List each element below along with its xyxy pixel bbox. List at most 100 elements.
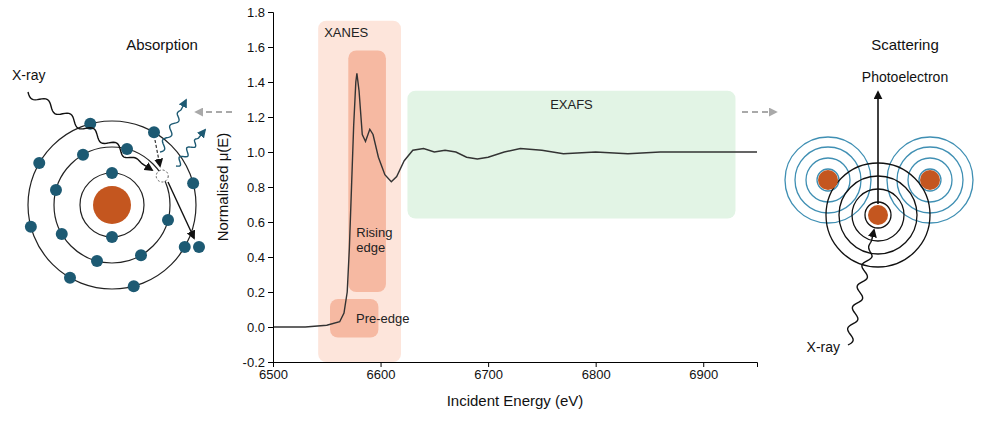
- atom: [818, 170, 838, 190]
- x-axis-title: Incident Energy (eV): [447, 392, 584, 409]
- electron: [33, 157, 45, 169]
- y-tick-label: 0.4: [247, 250, 265, 265]
- spectrum-line: [273, 73, 757, 327]
- y-tick: 0.8: [247, 180, 273, 195]
- photoelectron-label: Photoelectron: [862, 69, 948, 85]
- y-tick-label: 1.8: [247, 5, 265, 20]
- figure: 65006600670068006900-0.20.00.20.40.60.81…: [0, 0, 982, 423]
- y-tick-mark: [268, 152, 273, 153]
- nucleus: [93, 186, 131, 224]
- electron: [106, 231, 118, 243]
- electron: [106, 167, 118, 179]
- y-axis: -0.2 0.0 0.2 0.4 0.6 0.8 1.0 1.2 1.4 1.6 1.8: [243, 5, 274, 370]
- diagram-title: Scattering: [871, 36, 939, 53]
- connector-arrow: [196, 111, 232, 113]
- x-tick: 6800: [582, 362, 611, 382]
- y-tick-mark: [268, 292, 273, 293]
- y-tick-label: 1.0: [247, 145, 265, 160]
- y-tick: -0.2: [243, 355, 273, 370]
- region-label: XANES: [324, 25, 368, 40]
- electron-shell: [80, 173, 144, 237]
- y-tick: 0.0: [247, 320, 273, 335]
- connector-arrow: [742, 111, 776, 113]
- electron-transition: [155, 140, 160, 166]
- atom: [920, 170, 940, 190]
- electron: [121, 143, 133, 155]
- y-tick-mark: [268, 187, 273, 188]
- y-tick-mark: [268, 362, 273, 363]
- diagram-title: Absorption: [126, 36, 198, 53]
- scattering-diagram: Scattering Photoelectron X-ray: [785, 36, 973, 355]
- y-tick: 1.4: [247, 75, 273, 90]
- ejected-electron-path: [168, 182, 194, 238]
- y-tick-mark: [268, 82, 273, 83]
- y-tick: 1.0: [247, 145, 273, 160]
- electron-shell: [28, 121, 196, 289]
- x-ray-label: X-ray: [807, 339, 840, 355]
- x-ray-label: X-ray: [12, 67, 45, 83]
- electron-shell: [54, 147, 170, 263]
- fluorescence-wave: [160, 100, 186, 152]
- x-tick-label: 6800: [582, 367, 611, 382]
- y-tick-mark: [268, 47, 273, 48]
- y-tick-mark: [268, 257, 273, 258]
- electron: [64, 272, 76, 284]
- x-tick: 6900: [689, 362, 718, 382]
- y-tick-label: 1.2: [247, 110, 265, 125]
- ejected-electron: [193, 241, 205, 253]
- x-tick: 6600: [367, 362, 396, 382]
- region-label: Risingedge: [356, 225, 392, 255]
- y-tick: 1.8: [247, 5, 273, 20]
- vacancy: [156, 170, 168, 182]
- x-ray-wave: [28, 92, 152, 170]
- electron: [135, 249, 147, 261]
- scattered-wave: [817, 169, 839, 191]
- y-tick-label: 1.6: [247, 40, 265, 55]
- x-axis: 65006600670068006900: [259, 362, 757, 382]
- electron: [148, 126, 160, 138]
- y-tick-mark: [268, 117, 273, 118]
- electron: [91, 255, 103, 267]
- x-tick: 6700: [474, 362, 503, 382]
- x-tick-label: 6900: [689, 367, 718, 382]
- y-tick-label: 1.4: [247, 75, 265, 90]
- y-tick: 1.6: [247, 40, 273, 55]
- y-axis-line: [268, 13, 274, 363]
- electron: [179, 241, 191, 253]
- x-axis-line: [274, 363, 758, 368]
- y-tick: 1.2: [247, 110, 273, 125]
- region: [407, 91, 735, 219]
- plot-area: [273, 21, 757, 362]
- region-label: Pre-edge: [356, 311, 409, 326]
- electron: [77, 149, 89, 161]
- x-tick-label: 6600: [367, 367, 396, 382]
- scattered-wave: [908, 158, 952, 202]
- y-tick-mark: [268, 327, 273, 328]
- photoelectron-arrow: [877, 92, 879, 204]
- absorption-diagram: Absorption X-ray: [12, 36, 205, 292]
- electron: [25, 221, 37, 233]
- region-label: EXAFS: [550, 97, 593, 112]
- y-tick: 0.6: [247, 215, 273, 230]
- outgoing-wave: [865, 202, 891, 228]
- y-tick-label: 0.2: [247, 285, 265, 300]
- electron: [56, 228, 68, 240]
- y-tick-label: 0.0: [247, 320, 265, 335]
- y-tick: 0.2: [247, 285, 273, 300]
- scattered-wave: [897, 147, 963, 213]
- y-tick-mark: [268, 12, 273, 13]
- electron: [162, 214, 174, 226]
- atom: [868, 205, 888, 225]
- y-tick-mark: [268, 222, 273, 223]
- electron: [50, 184, 62, 196]
- scattered-wave: [806, 158, 850, 202]
- fluorescence-wave: [176, 130, 205, 166]
- electron: [187, 177, 199, 189]
- x-tick-label: 6700: [474, 367, 503, 382]
- y-tick: 0.4: [247, 250, 273, 265]
- region: [348, 51, 386, 293]
- electron: [128, 280, 140, 292]
- y-axis-title: Normalised μ(E): [214, 133, 231, 242]
- y-tick-label: -0.2: [243, 355, 265, 370]
- y-tick-label: 0.8: [247, 180, 265, 195]
